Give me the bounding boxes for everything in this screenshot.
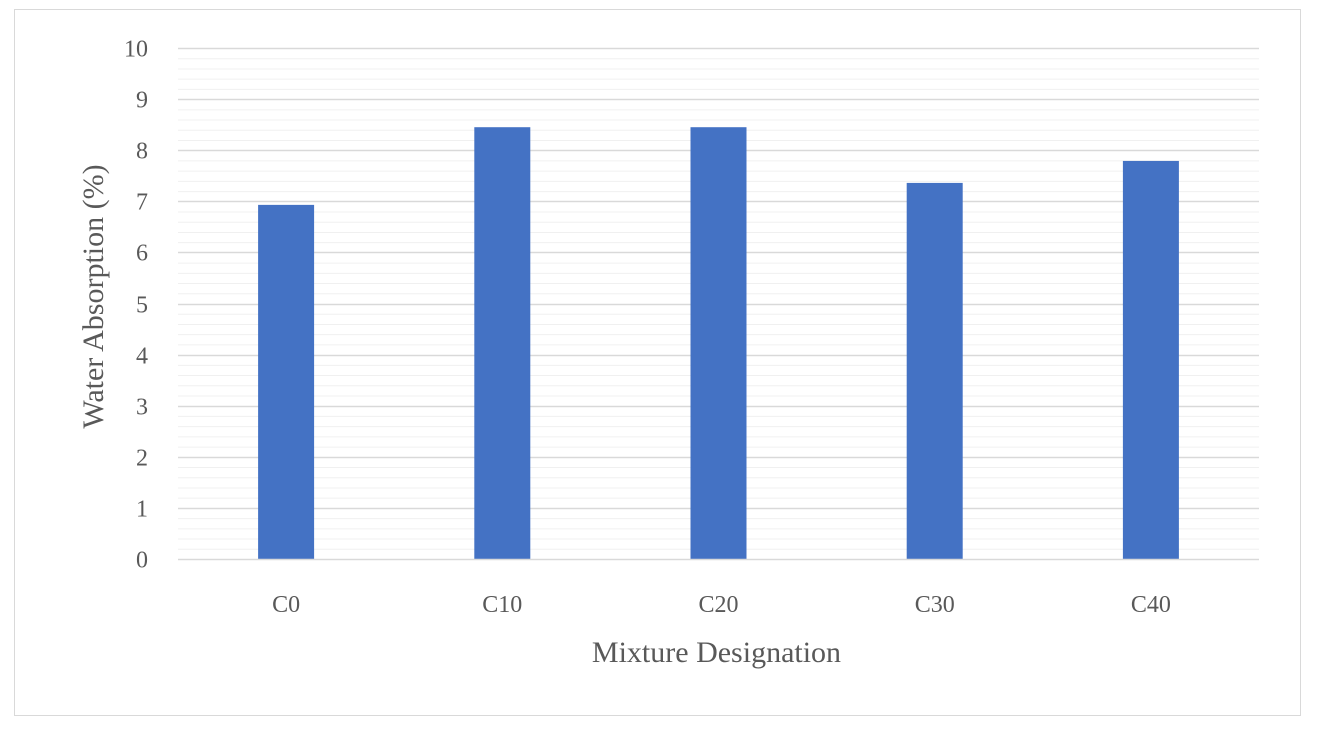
- x-axis-title: Mixture Designation: [592, 636, 841, 669]
- bars: [258, 127, 1179, 560]
- y-tick-label: 5: [136, 293, 148, 319]
- x-tick-label: C30: [915, 592, 955, 618]
- x-tick-labels: C0 C10 C20 C30 C40: [272, 592, 1171, 618]
- y-tick-label: 8: [136, 139, 148, 165]
- bar-c20: [690, 127, 747, 559]
- y-tick-label: 10: [124, 37, 148, 63]
- x-tick-label: C10: [482, 592, 522, 618]
- x-tick-label: C40: [1131, 592, 1171, 618]
- y-tick-label: 0: [136, 548, 148, 574]
- x-tick-label: C0: [272, 592, 300, 618]
- y-tick-label: 1: [136, 497, 148, 523]
- bar-c0: [258, 204, 315, 559]
- chart-frame: [14, 9, 1301, 716]
- y-tick-label: 9: [136, 88, 148, 114]
- y-tick-label: 2: [136, 446, 148, 472]
- y-axis-title: Water Absorption (%): [77, 164, 110, 428]
- bar-c40: [1122, 160, 1179, 559]
- y-tick-label: 7: [136, 190, 148, 216]
- bar-c30: [906, 182, 963, 560]
- x-tick-label: C20: [698, 592, 738, 618]
- y-tick-label: 6: [136, 241, 148, 267]
- y-tick-labels: 0 1 2 3 4 5 6 7 8 9 10: [124, 37, 148, 574]
- y-tick-label: 4: [136, 344, 148, 370]
- bar-c10: [474, 127, 531, 559]
- y-tick-label: 3: [136, 395, 148, 421]
